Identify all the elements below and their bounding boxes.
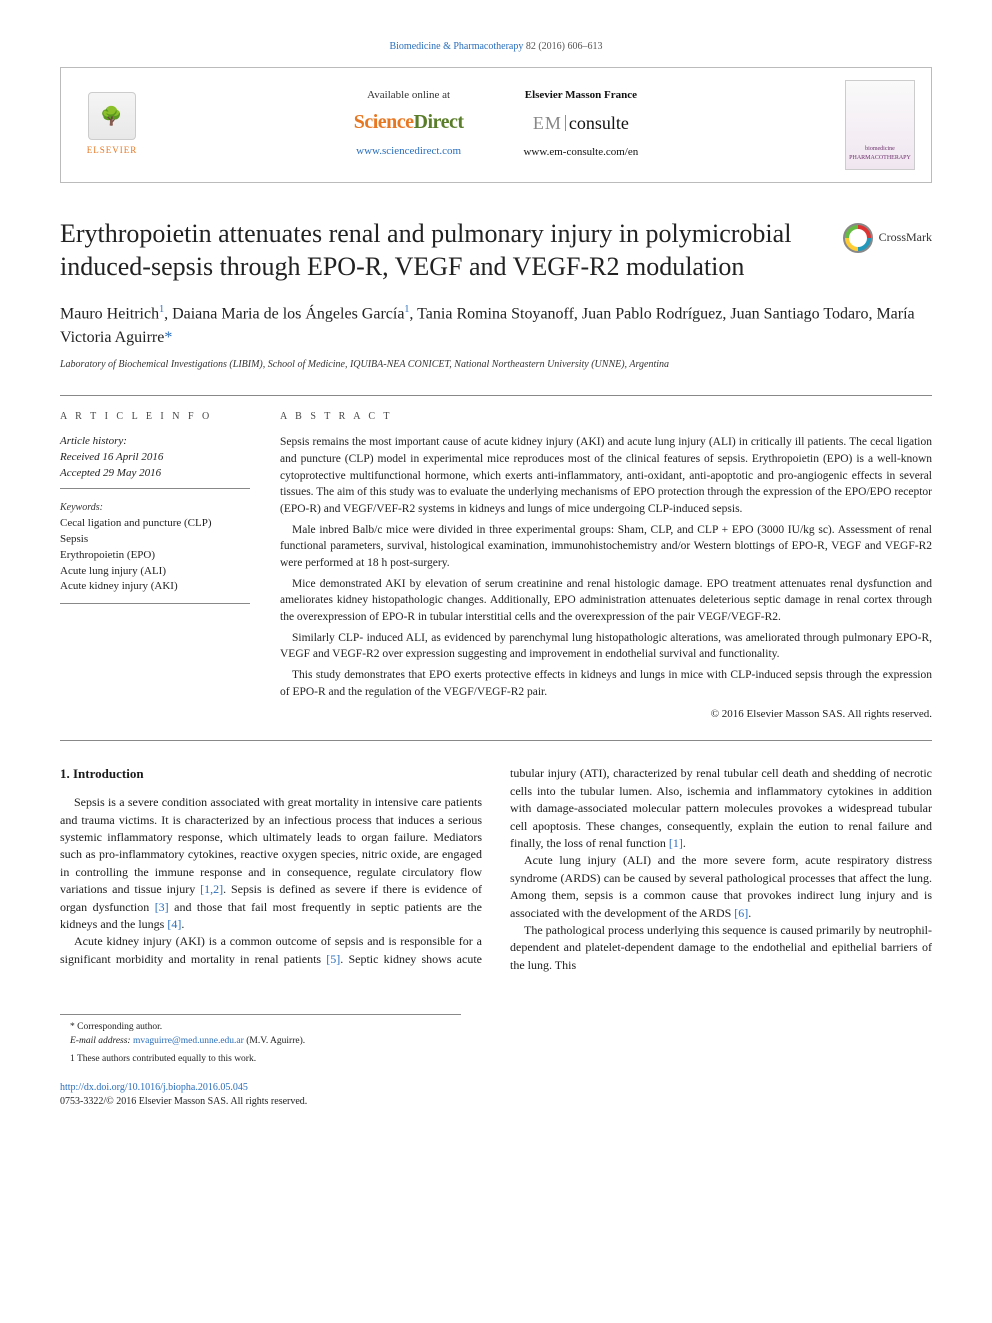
keyword: Acute kidney injury (AKI) (60, 579, 250, 595)
crossmark-label: CrossMark (879, 229, 932, 246)
keyword: Sepsis (60, 532, 250, 548)
abstract-copyright: © 2016 Elsevier Masson SAS. All rights r… (280, 707, 932, 723)
em-consulte-logo: EMconsulte (523, 110, 638, 136)
em-consulte-url[interactable]: www.em-consulte.com/en (523, 146, 638, 158)
ref-link[interactable]: [1,2] (200, 882, 223, 896)
elsevier-text: ELSEVIER (87, 144, 138, 157)
ref-link[interactable]: [6] (734, 906, 748, 920)
abstract-p4: Similarly CLP- induced ALI, as evidenced… (280, 630, 932, 663)
elsevier-masson-label: Elsevier Masson France (523, 88, 638, 104)
ref-link[interactable]: [3] (155, 900, 169, 914)
doi-block: http://dx.doi.org/10.1016/j.biopha.2016.… (60, 1081, 932, 1110)
ref-link[interactable]: [4] (167, 917, 181, 931)
elsevier-tree-icon: 🌳 (88, 92, 136, 140)
ref-link[interactable]: [1] (669, 836, 683, 850)
abstract: A B S T R A C T Sepsis remains the most … (280, 410, 932, 723)
elsevier-logo: 🌳 ELSEVIER (77, 85, 147, 165)
available-online-label: Available online at (354, 88, 464, 104)
email-line: E-mail address: mvaguirre@med.unne.edu.a… (60, 1035, 461, 1049)
body-text: 1. Introduction Sepsis is a severe condi… (60, 765, 932, 974)
affiliation: Laboratory of Biochemical Investigations… (60, 358, 932, 373)
equal-contribution-note: 1 These authors contributed equally to t… (60, 1049, 461, 1067)
accepted-date: Accepted 29 May 2016 (60, 466, 250, 482)
abstract-p5: This study demonstrates that EPO exerts … (280, 667, 932, 700)
em-consulte-block: Elsevier Masson France EMconsulte www.em… (523, 88, 638, 161)
footnotes: * Corresponding author. E-mail address: … (60, 1014, 461, 1066)
vol-pages: 82 (2016) 606–613 (523, 41, 602, 52)
abstract-p3: Mice demonstrated AKI by elevation of se… (280, 576, 932, 626)
keyword: Erythropoietin (EPO) (60, 548, 250, 564)
crossmark-badge[interactable]: CrossMark (843, 223, 932, 253)
abstract-p2: Male inbred Balb/c mice were divided in … (280, 522, 932, 572)
received-date: Received 16 April 2016 (60, 450, 250, 466)
article-info-sidebar: A R T I C L E I N F O Article history: R… (60, 410, 250, 723)
running-head: Biomedicine & Pharmacotherapy 82 (2016) … (60, 40, 932, 55)
author-email-link[interactable]: mvaguirre@med.unne.edu.ar (133, 1036, 244, 1046)
article-info-heading: A R T I C L E I N F O (60, 410, 250, 425)
masthead: 🌳 ELSEVIER Available online at ScienceDi… (60, 67, 932, 183)
keyword: Cecal ligation and puncture (CLP) (60, 516, 250, 532)
crossmark-icon (843, 223, 873, 253)
keyword: Acute lung injury (ALI) (60, 564, 250, 580)
journal-link[interactable]: Biomedicine & Pharmacotherapy (389, 41, 523, 52)
history-label: Article history: (60, 434, 250, 450)
ref-link[interactable]: [5] (326, 952, 340, 966)
abstract-heading: A B S T R A C T (280, 410, 932, 425)
divider (60, 740, 932, 741)
intro-p3: Acute lung injury (ALI) and the more sev… (510, 852, 932, 922)
section-heading-intro: 1. Introduction (60, 765, 482, 784)
journal-cover-thumb: biomedicine PHARMACOTHERAPY (845, 80, 915, 170)
intro-p4: The pathological process underlying this… (510, 922, 932, 974)
divider (60, 395, 932, 396)
intro-p1: Sepsis is a severe condition associated … (60, 794, 482, 933)
article-title: Erythropoietin attenuates renal and pulm… (60, 217, 827, 285)
corresponding-author-note: * Corresponding author. (60, 1021, 461, 1035)
sciencedirect-url[interactable]: www.sciencedirect.com (356, 145, 461, 157)
keywords-label: Keywords: (60, 501, 250, 516)
issn-copyright: 0753-3322/© 2016 Elsevier Masson SAS. Al… (60, 1096, 307, 1107)
doi-link[interactable]: http://dx.doi.org/10.1016/j.biopha.2016.… (60, 1082, 248, 1093)
author-list: Mauro Heitrich1, Daiana Maria de los Áng… (60, 302, 932, 350)
abstract-p1: Sepsis remains the most important cause … (280, 434, 932, 517)
sciencedirect-logo: ScienceDirect (354, 108, 464, 137)
sciencedirect-block: Available online at ScienceDirect www.sc… (354, 88, 464, 161)
